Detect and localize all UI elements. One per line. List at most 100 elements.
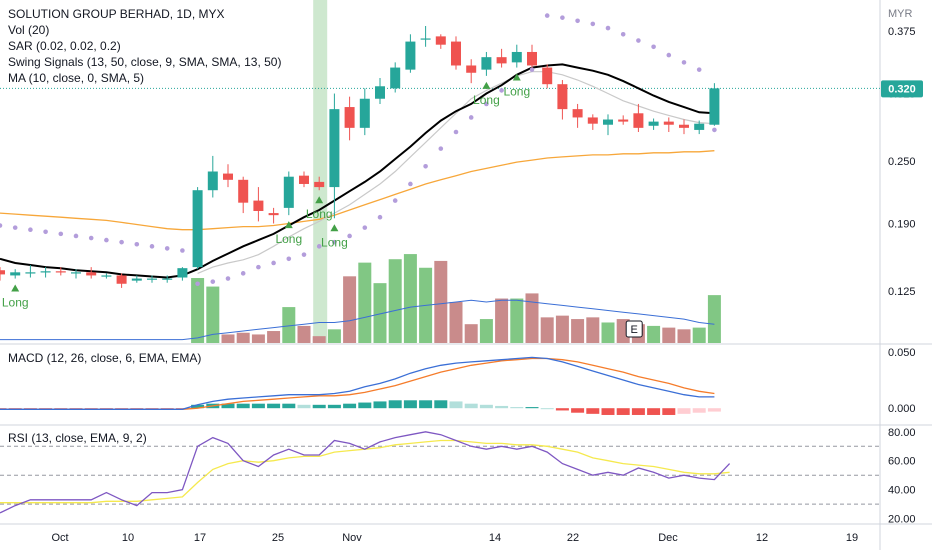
macd-histogram-bar — [540, 408, 554, 410]
candle — [223, 164, 233, 188]
candle-body — [238, 179, 249, 203]
volume-bar — [495, 298, 509, 343]
volume-bar — [373, 283, 387, 343]
sar-dot — [58, 231, 64, 237]
volume-bar — [327, 329, 341, 343]
candle — [709, 83, 720, 126]
candle-body — [223, 173, 233, 180]
sar-dot — [210, 279, 216, 284]
long-signal-arrow — [284, 221, 293, 229]
candle — [207, 155, 218, 198]
candle — [283, 171, 294, 216]
sar-dot — [164, 246, 170, 251]
candle-body — [71, 272, 81, 274]
time-tick-label: Oct — [51, 532, 68, 544]
sar-dot — [12, 225, 18, 230]
volume-bar — [464, 324, 478, 343]
candle — [511, 44, 522, 68]
chart-title: SOLUTION GROUP BERHAD, 1D, MYX — [8, 7, 225, 21]
sar-dot — [666, 52, 672, 58]
candle-body — [131, 278, 142, 281]
macd-histogram-bar — [236, 403, 250, 409]
price-tick-label: 0.190 — [888, 218, 916, 230]
main-legend: SOLUTION GROUP BERHAD, 1D, MYX Vol (20) … — [8, 6, 281, 86]
fast-ma-line — [197, 71, 715, 274]
volume-bar — [555, 315, 569, 343]
long-signal-label: Long — [306, 207, 333, 221]
macd-histogram-bar — [434, 400, 448, 409]
candle-body — [314, 181, 325, 188]
candle-body — [496, 57, 507, 64]
macd-histogram-bar — [601, 408, 615, 415]
rsi-legend[interactable]: RSI (13, close, EMA, 9, 2) — [8, 431, 147, 445]
legend-sar[interactable]: SAR (0.02, 0.02, 0.2) — [8, 39, 121, 53]
candle-body — [299, 175, 309, 184]
candle — [420, 25, 431, 47]
sar-dot — [408, 181, 413, 187]
long-signal: Long — [321, 224, 348, 249]
macd-legend[interactable]: MACD (12, 26, close, 6, EMA, EMA) — [8, 351, 202, 365]
earnings-marker-label: E — [631, 324, 638, 336]
macd-tick-label: 0.050 — [888, 347, 916, 359]
long-signal: Long — [275, 221, 302, 246]
volume-bar — [525, 293, 539, 343]
candle — [314, 176, 325, 191]
candle-body — [694, 123, 705, 130]
sar-dot — [119, 239, 124, 245]
last-price-badge-bg — [881, 80, 923, 98]
candle-body — [618, 119, 629, 122]
sar-dot — [43, 229, 48, 235]
candle-body — [511, 51, 522, 63]
candle-body — [679, 124, 689, 128]
legend-swing-signals[interactable]: Swing Signals (13, 50, close, 9, SMA, SM… — [8, 55, 282, 69]
long-signal: Long — [503, 73, 530, 99]
macd-line — [0, 356, 715, 410]
volume-bar — [707, 295, 721, 343]
long-signal-label: Long — [2, 296, 29, 310]
sar-dot — [377, 214, 383, 220]
sar-dot — [651, 44, 656, 50]
candle-body — [101, 275, 112, 277]
sar-dot — [529, 67, 535, 72]
last-price-badge: 0.320 — [881, 80, 923, 98]
macd-histogram-bar — [191, 404, 205, 409]
price-tick-label: 0.125 — [888, 286, 916, 298]
sar-dot — [149, 244, 155, 249]
candle-body — [0, 270, 5, 275]
candle-body — [55, 271, 66, 273]
volume-bar — [571, 319, 585, 343]
volume-bar — [251, 334, 265, 343]
candle — [633, 103, 644, 133]
legend-volume[interactable]: Vol (20) — [8, 23, 50, 37]
candle — [55, 267, 66, 276]
macd-histogram-bar — [647, 408, 661, 415]
legend-ma[interactable]: MA (10, close, 0, SMA, 5) — [8, 71, 145, 85]
long-signal: Long — [473, 81, 500, 107]
sar-dot — [256, 264, 261, 270]
candle — [451, 36, 461, 70]
candle — [663, 117, 674, 133]
last-price-badge-label: 0.320 — [888, 83, 916, 95]
candle-body — [25, 272, 36, 274]
long-signal-arrow — [512, 73, 521, 81]
rsi-tick-label: 80.00 — [888, 427, 916, 439]
long-signal-arrow — [482, 81, 491, 89]
macd-histogram-bar — [373, 401, 387, 409]
candle — [359, 88, 370, 136]
sar-dot — [392, 198, 398, 203]
sar-dot — [544, 13, 550, 18]
volume-bar — [434, 260, 448, 343]
long-signal-label: Long — [473, 93, 500, 107]
candle — [329, 93, 340, 219]
sar-dot — [316, 244, 322, 249]
macd-histogram-bar — [343, 403, 357, 409]
candle-body — [253, 200, 264, 211]
candle-body — [557, 84, 568, 110]
candle — [86, 267, 97, 279]
candle-body — [587, 117, 598, 124]
macd-histogram-bar — [297, 404, 311, 409]
price-tick-label: 0.375 — [888, 26, 916, 38]
earnings-marker: E — [625, 320, 643, 338]
candle — [557, 80, 568, 120]
candle — [253, 187, 264, 222]
